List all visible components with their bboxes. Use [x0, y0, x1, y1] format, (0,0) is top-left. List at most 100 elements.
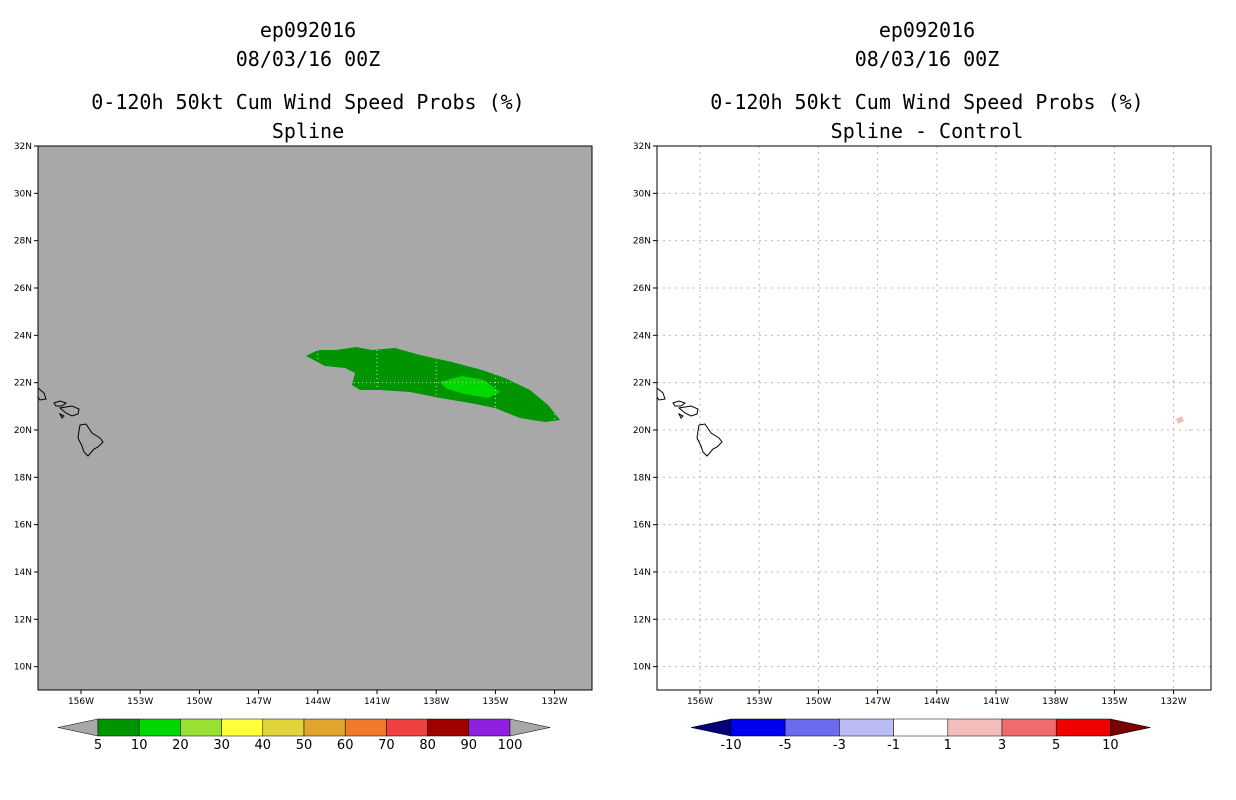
left-colorbar-label: 70 — [378, 738, 395, 753]
right-map-frame — [656, 145, 1212, 691]
left-title-date: 08/03/16 00Z — [235, 47, 381, 71]
right-lon-label: 150W — [805, 697, 831, 707]
right-lon-label: 141W — [983, 697, 1009, 707]
left-lon-label: 150W — [186, 697, 212, 707]
left-contour-5-10 — [306, 347, 560, 422]
left-lat-label: 20N — [14, 426, 32, 436]
right-hawaii-islands — [656, 387, 723, 457]
left-colorbar-segment — [386, 718, 428, 737]
left-map-background — [38, 146, 592, 690]
left-contour-10-20 — [440, 376, 500, 398]
left-colorbar-high-arrow — [509, 718, 551, 737]
right-title-product: 0-120h 50kt Cum Wind Speed Probs (%) — [710, 90, 1144, 114]
right-colorbar-segment — [730, 718, 786, 737]
left-lat-label: 14N — [14, 568, 32, 578]
right-lon-label: 144W — [924, 697, 950, 707]
right-lat-label: 10N — [633, 663, 651, 673]
left-lat-label: 22N — [14, 379, 32, 389]
right-colorbar-segment — [839, 718, 894, 737]
left-colorbar-segment — [468, 718, 511, 737]
left-map: 32N 30N 28N 26N 24N 22N 20N 18N 16N 14N 12N 10N 156… — [14, 142, 593, 707]
left-hawaii-islands — [37, 387, 104, 457]
left-colorbar-segment — [97, 718, 140, 737]
right-lon-label: 153W — [746, 697, 772, 707]
left-lat-label: 32N — [14, 142, 32, 152]
left-lat-label: 12N — [14, 615, 32, 625]
right-colorbar-segment — [893, 718, 949, 737]
right-lon-label: 132W — [1161, 697, 1187, 707]
left-colorbar-segment — [427, 718, 470, 737]
left-colorbar: 5 10 20 30 40 50 60 70 80 90 100 — [57, 718, 551, 753]
left-colorbar-label: 100 — [498, 738, 523, 753]
left-title-method: Spline — [271, 119, 345, 143]
left-lat-label: 10N — [14, 663, 32, 673]
right-lat-label: 28N — [633, 237, 651, 247]
right-colorbar: -10 -5 -3 -1 1 3 5 10 — [690, 718, 1151, 753]
right-colorbar-label: 3 — [998, 738, 1006, 753]
right-colorbar-label: 5 — [1052, 738, 1060, 753]
left-lon-label: 153W — [127, 697, 153, 707]
left-colorbar-label: 40 — [255, 738, 272, 753]
left-colorbar-low-arrow — [57, 718, 99, 737]
left-lon-label: 138W — [423, 697, 449, 707]
right-lon-label: 156W — [687, 697, 713, 707]
left-lon-label: 144W — [305, 697, 331, 707]
right-lon-label: 138W — [1042, 697, 1068, 707]
right-gridlines — [657, 146, 1211, 690]
right-lat-label: 26N — [633, 284, 651, 294]
right-anomaly-blob — [1176, 416, 1184, 424]
right-colorbar-segment — [1055, 718, 1111, 737]
right-lat-label: 22N — [633, 379, 651, 389]
right-colorbar-segment — [784, 718, 840, 737]
left-lat-label: 30N — [14, 189, 32, 199]
right-lat-label: 32N — [633, 142, 651, 152]
right-title-storm-id: ep092016 — [878, 18, 976, 42]
right-colorbar-label: -1 — [887, 738, 900, 753]
left-lat-label: 18N — [14, 473, 32, 483]
left-colorbar-label: 50 — [296, 738, 313, 753]
left-colorbar-segment — [221, 718, 264, 737]
left-colorbar-label: 20 — [172, 738, 189, 753]
left-lon-label: 141W — [364, 697, 390, 707]
right-anomaly-dot — [1189, 429, 1191, 431]
left-lon-label: 135W — [482, 697, 508, 707]
left-colorbar-segment — [344, 718, 387, 737]
left-colorbar-label: 80 — [419, 738, 436, 753]
left-colorbar-label: 5 — [94, 738, 102, 753]
left-lon-label: 156W — [68, 697, 94, 707]
right-lat-label: 14N — [633, 568, 651, 578]
left-lon-label: 132W — [542, 697, 568, 707]
right-lat-label: 30N — [633, 189, 651, 199]
right-lat-label: 20N — [633, 426, 651, 436]
left-title-storm-id: ep092016 — [259, 18, 357, 42]
right-colorbar-low-arrow — [690, 718, 732, 737]
right-colorbar-segment — [1001, 718, 1057, 737]
right-lon-label: 135W — [1101, 697, 1127, 707]
right-colorbar-label: -10 — [720, 738, 741, 753]
left-colorbar-segment — [303, 718, 346, 737]
right-title-date: 08/03/16 00Z — [854, 47, 1000, 71]
right-colorbar-high-arrow — [1110, 718, 1151, 737]
left-colorbar-label: 30 — [213, 738, 230, 753]
left-lat-label: 26N — [14, 284, 32, 294]
right-colorbar-segment — [947, 718, 1003, 737]
left-lon-label: 147W — [246, 697, 272, 707]
right-map: 32N 30N 28N 26N 24N 22N 20N 18N 16N 14N 12N 10N 156… — [633, 142, 1212, 707]
left-title-product: 0-120h 50kt Cum Wind Speed Probs (%) — [91, 90, 525, 114]
right-lat-label: 18N — [633, 473, 651, 483]
left-colorbar-label: 60 — [337, 738, 354, 753]
right-colorbar-label: 10 — [1102, 738, 1119, 753]
left-lat-label: 28N — [14, 237, 32, 247]
right-lat-label: 24N — [633, 331, 651, 341]
right-map-background — [657, 146, 1211, 690]
left-lat-label: 24N — [14, 331, 32, 341]
right-title-method: Spline - Control — [830, 119, 1024, 143]
right-lat-label: 16N — [633, 521, 651, 531]
left-colorbar-segment — [262, 718, 305, 737]
left-map-frame — [37, 145, 593, 691]
right-colorbar-label: -3 — [833, 738, 846, 753]
right-colorbar-label: 1 — [944, 738, 952, 753]
left-colorbar-segment — [180, 718, 222, 737]
left-lat-label: 16N — [14, 521, 32, 531]
